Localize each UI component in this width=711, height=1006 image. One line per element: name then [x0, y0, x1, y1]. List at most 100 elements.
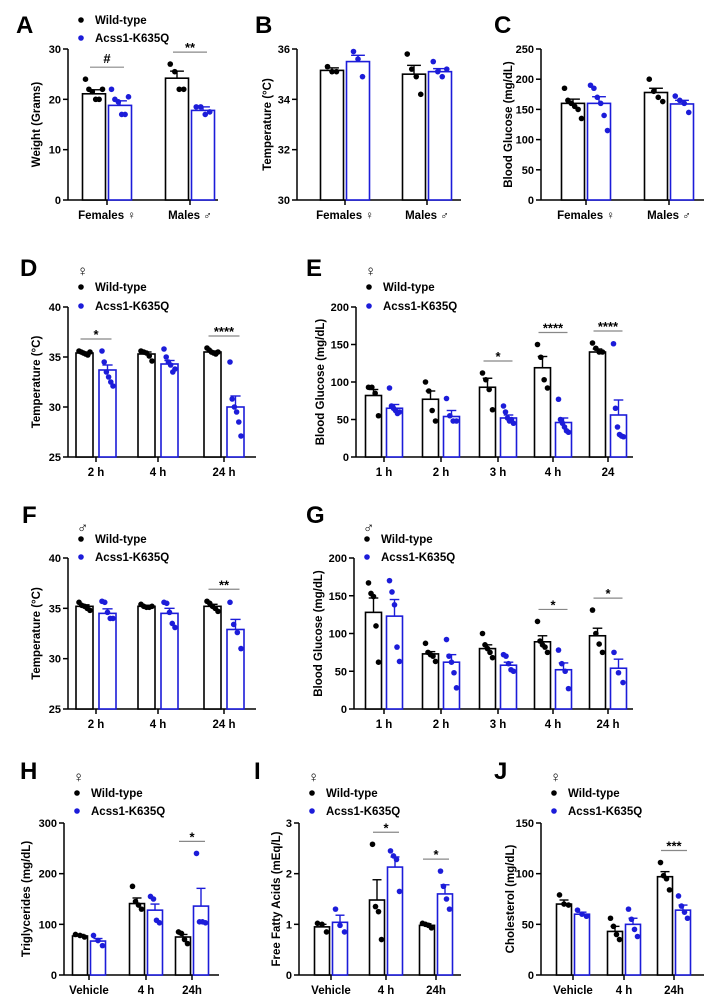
significance-label: ****: [598, 319, 619, 334]
data-point: [650, 88, 657, 95]
data-point: [234, 629, 241, 636]
legend-marker: [309, 808, 315, 814]
data-point: [350, 48, 357, 55]
panel-letter: I: [254, 758, 261, 785]
data-point: [620, 433, 627, 440]
y-axis-label: Weight (Grams): [31, 82, 43, 168]
y-axis-label: Blood Glucose (mg/dL): [315, 319, 327, 446]
data-point: [453, 418, 460, 424]
data-point: [373, 623, 379, 629]
y-tick-label: 32: [278, 145, 290, 157]
bar: [386, 866, 404, 976]
legend-marker: [309, 790, 315, 796]
data-point: [365, 580, 372, 586]
data-point: [611, 649, 617, 656]
data-point: [443, 896, 450, 902]
panel-letter: H: [20, 758, 37, 785]
data-point: [666, 887, 673, 893]
data-point: [615, 669, 622, 676]
bar: [345, 60, 371, 201]
data-point: [453, 685, 460, 691]
data-point: [684, 915, 691, 922]
data-point: [562, 668, 568, 675]
data-point: [77, 932, 83, 939]
data-point: [227, 599, 233, 606]
data-point: [589, 607, 596, 613]
data-point: [197, 104, 204, 110]
data-point: [163, 354, 169, 360]
data-point: [369, 841, 376, 848]
legend-label: Wild-type: [95, 15, 147, 27]
data-point: [408, 66, 415, 72]
x-tick-label: 4 h: [138, 985, 155, 997]
x-tick-label: 4 h: [378, 985, 395, 997]
legend-label: Wild-type: [568, 788, 620, 800]
bar: [75, 352, 94, 458]
data-point: [685, 109, 692, 116]
bar: [478, 386, 497, 458]
data-point: [99, 942, 106, 949]
legend-label: Acss1-K635Q: [381, 552, 455, 564]
data-point: [541, 376, 547, 383]
x-tick-label: 1 h: [376, 719, 393, 731]
x-tick-label: 24 h: [212, 719, 235, 731]
data-point: [601, 112, 607, 119]
data-point: [610, 340, 617, 347]
data-point: [99, 348, 105, 354]
data-point: [489, 406, 496, 413]
data-point: [593, 630, 599, 637]
y-tick-label: 25: [49, 704, 61, 716]
y-tick-label: 200: [516, 74, 534, 86]
legend-marker: [551, 808, 557, 814]
y-tick-label: 50: [335, 666, 347, 678]
x-tick-label: 4 h: [616, 985, 633, 997]
data-point: [451, 669, 457, 676]
x-tick-label: 24h: [664, 985, 684, 997]
significance-label: *: [550, 597, 556, 612]
data-point: [599, 349, 606, 355]
x-tick-label: 4 h: [150, 719, 167, 731]
data-point: [163, 600, 170, 607]
data-point: [87, 349, 93, 355]
data-point: [591, 85, 597, 92]
data-point: [614, 424, 621, 430]
x-tick-label: 4 h: [545, 467, 562, 479]
data-point: [534, 618, 541, 625]
data-point: [138, 906, 145, 912]
y-axis-label: Blood Glucose (mg/dL): [503, 61, 515, 188]
legend-marker: [364, 536, 370, 542]
legend-label: Wild-type: [381, 534, 433, 546]
sex-symbol: ♂: [363, 520, 374, 537]
data-point: [565, 685, 572, 692]
data-point: [149, 358, 155, 364]
x-tick-label: 2 h: [433, 467, 450, 479]
data-point: [99, 86, 106, 93]
data-point: [625, 906, 632, 912]
data-point: [82, 76, 89, 82]
y-tick-label: 200: [331, 302, 349, 314]
sex-symbol: ♂: [77, 520, 88, 537]
y-tick-label: 50: [337, 415, 349, 427]
data-point: [101, 599, 108, 606]
data-point: [167, 362, 174, 368]
data-point: [428, 925, 435, 931]
data-point: [149, 603, 155, 610]
data-point: [426, 388, 432, 394]
data-point: [156, 920, 163, 926]
bar: [137, 605, 156, 710]
x-tick-label: Females ♀: [78, 210, 136, 222]
data-point: [202, 111, 209, 118]
data-point: [238, 645, 244, 652]
data-point: [555, 647, 562, 653]
data-point: [176, 86, 183, 93]
y-tick-label: 34: [278, 94, 291, 106]
legend-marker: [78, 554, 84, 560]
data-point: [89, 88, 96, 95]
data-point: [333, 68, 340, 75]
bar: [573, 913, 591, 976]
data-point: [386, 577, 393, 584]
y-tick-label: 200: [39, 869, 57, 881]
panel-letter: B: [255, 12, 272, 39]
legend-label: Wild-type: [91, 788, 143, 800]
